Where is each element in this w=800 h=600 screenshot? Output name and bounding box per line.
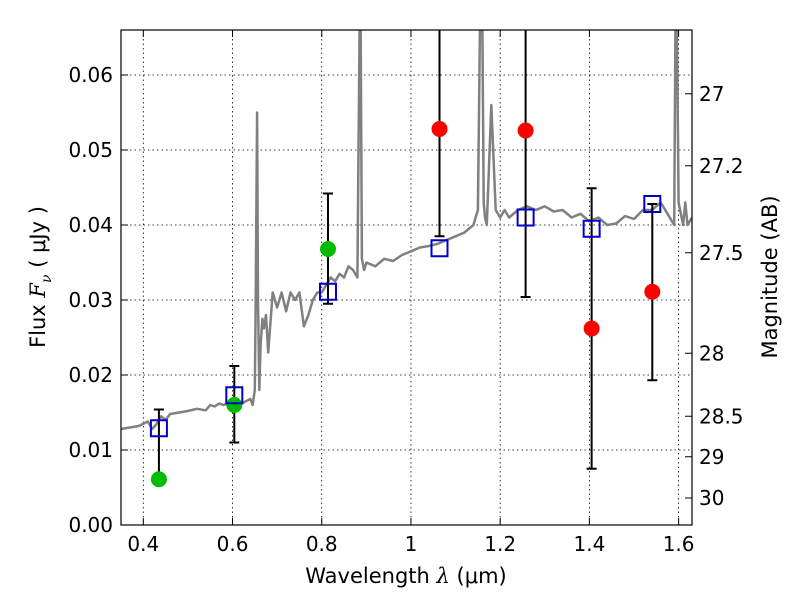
y-tick-label: 0.00 [68,513,113,537]
y-tick-label: 0.01 [68,438,113,462]
magnitude-tick-label: 28 [699,341,724,365]
y-tick-label: 0.06 [68,63,113,87]
magnitude-tick-label: 30 [699,486,724,510]
x-tick-label: 1 [405,532,418,556]
nondetected-point [517,122,534,139]
model-band-square [149,419,168,438]
model-band-square [225,386,244,405]
model-spectrum-line [121,30,692,431]
magnitude-tick-label: 27.2 [699,154,744,178]
x-tick-label: 0.4 [127,532,159,556]
detected-point [226,397,243,413]
observed-points [150,121,661,488]
nondetected-point [583,320,600,337]
y-tick-label: 0.02 [68,363,113,387]
plot-frame [120,29,693,526]
model-band-square [582,219,601,238]
magnitude-tick-label: 28.5 [699,404,744,428]
nondetected-point [431,121,448,137]
model-band-square [318,282,337,301]
x-tick-label: 1.2 [484,532,516,556]
grid [121,30,692,526]
y-tick-label: 0.03 [68,288,113,312]
right-axis-label: Magnitude (AB) [758,195,782,358]
magnitude-tick-label: 27 [699,82,724,106]
y-tick-label: 0.05 [68,138,113,162]
x-axis-label: Wavelength λ (μm) [305,564,506,588]
model-band-fluxes [149,195,662,438]
nondetected-point [644,283,661,300]
y-axis-ticks: 0.00 0.01 0.02 0.03 0.04 0.05 0.06 [68,63,128,537]
x-axis-ticks: 0.4 0.6 0.8 1 1.2 1.4 1.6 [127,30,695,556]
x-tick-label: 0.8 [306,532,338,556]
x-tick-label: 1.4 [573,532,605,556]
magnitude-tick-label: 27.5 [699,241,744,265]
x-tick-label: 0.6 [217,532,249,556]
model-band-square [516,208,535,227]
magnitude-axis-ticks: 27 27.2 27.5 28 28.5 29 30 [685,82,744,510]
y-axis-label: Flux Fν ( μJy ) [26,206,55,348]
detected-point [150,471,167,488]
x-tick-label: 1.6 [663,532,695,556]
model-band-square [430,239,449,258]
magnitude-tick-label: 29 [699,445,724,469]
y-tick-label: 0.04 [68,213,113,237]
detected-point [319,241,336,257]
model-band-square [643,195,662,213]
